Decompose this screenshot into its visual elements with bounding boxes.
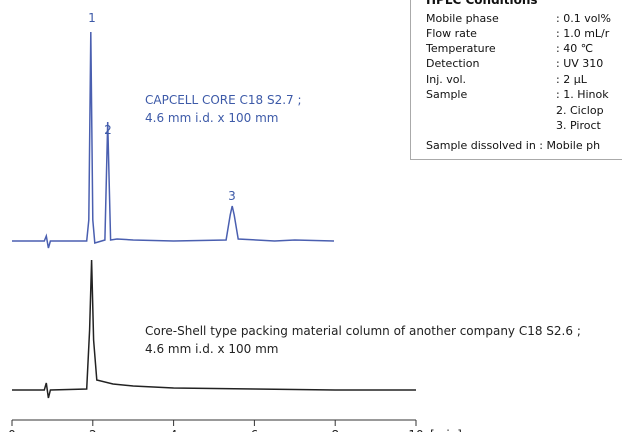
annotation: 4.6 mm i.d. x 100 mm <box>145 342 279 356</box>
annotation: 3 <box>228 189 236 203</box>
condition-value: 2. Ciclop <box>556 104 604 117</box>
condition-row: Flow rate : 1.0 mL/r <box>426 27 609 40</box>
annotation: 1 <box>88 11 96 25</box>
x-axis-label: [min] <box>430 428 462 432</box>
condition-row: Inj. vol. : 2 μL <box>426 73 587 86</box>
condition-row: 3. Piroct <box>426 119 601 132</box>
condition-value: : 1.0 mL/r <box>556 27 610 40</box>
condition-row: Mobile phase : 0.1 vol% <box>426 12 611 25</box>
condition-label: Sample <box>426 88 468 101</box>
x-tick-label: 0 <box>8 428 16 432</box>
x-tick-label: 2 <box>89 428 97 432</box>
annotation: 4.6 mm i.d. x 100 mm <box>145 111 279 125</box>
trace <box>12 31 335 249</box>
trace <box>12 259 416 399</box>
condition-value: : 40 ℃ <box>556 42 594 55</box>
condition-row: Sample : 1. Hinok <box>426 88 609 101</box>
x-tick-label: 4 <box>170 428 178 432</box>
annotation: Core-Shell type packing material column … <box>145 324 581 338</box>
condition-footer: Sample dissolved in : Mobile ph <box>426 139 601 152</box>
annotation: CAPCELL CORE C18 S2.7 ; <box>145 93 302 107</box>
x-tick-label: 10 <box>408 428 423 432</box>
conditions-box: HPLC Conditions Mobile phase : 0.1 vol% Flo… <box>410 0 622 160</box>
condition-row: Sample dissolved in : Mobile ph <box>426 139 600 152</box>
condition-value: : 2 μL <box>556 73 587 86</box>
condition-label: Inj. vol. <box>426 73 467 86</box>
condition-label: Detection <box>426 57 480 70</box>
conditions-title: HPLC Conditions <box>426 0 538 7</box>
x-tick-label: 6 <box>251 428 259 432</box>
condition-row: Detection : UV 310 <box>426 57 603 70</box>
condition-value: 3. Piroct <box>556 119 601 132</box>
x-tick-label: 8 <box>331 428 339 432</box>
annotation: 2 <box>104 123 112 137</box>
condition-label: Mobile phase <box>426 12 499 25</box>
condition-value: : 0.1 vol% <box>556 12 611 25</box>
condition-row: Temperature : 40 ℃ <box>426 42 593 55</box>
condition-label: Temperature <box>426 42 496 55</box>
condition-label: Flow rate <box>426 27 477 40</box>
condition-row: 2. Ciclop <box>426 104 604 117</box>
condition-value: : UV 310 <box>556 57 604 70</box>
condition-value: : 1. Hinok <box>556 88 609 101</box>
